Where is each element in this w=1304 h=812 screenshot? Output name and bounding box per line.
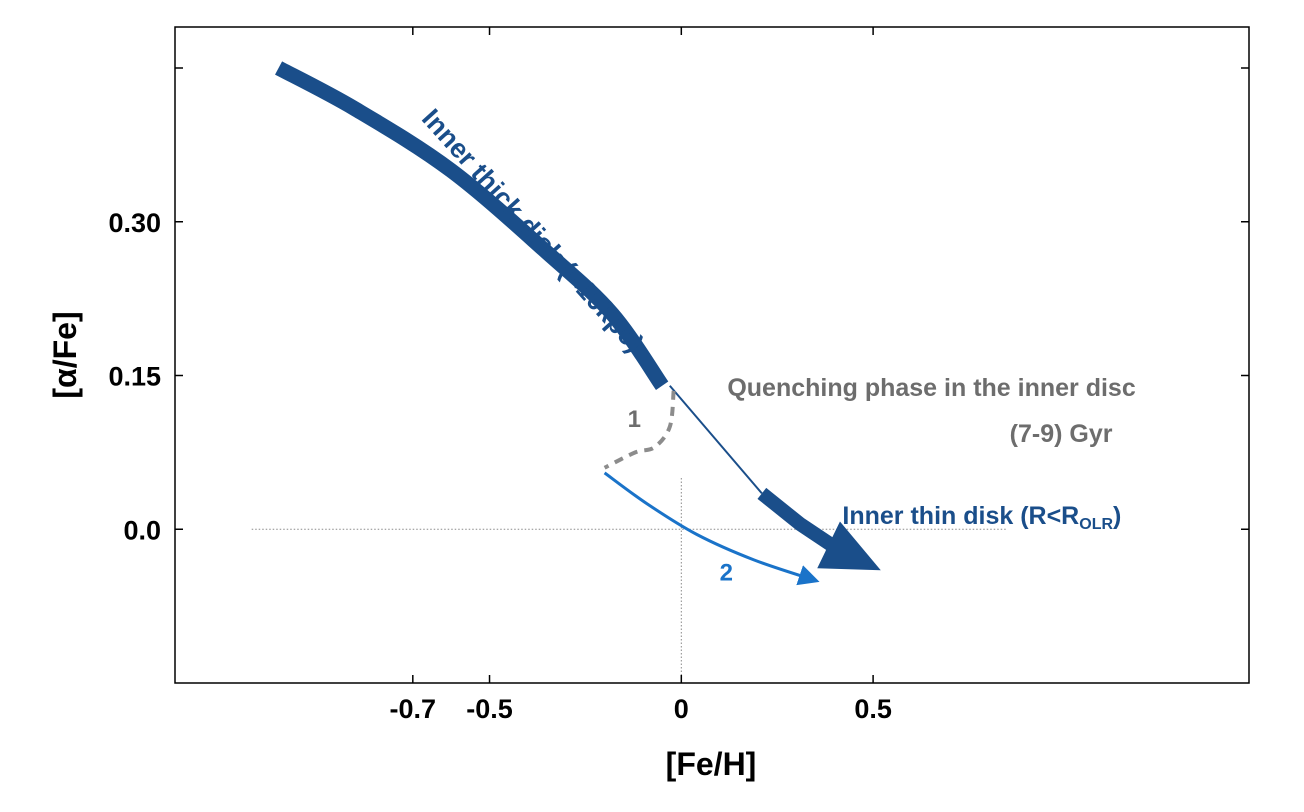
y-tick-label: 0.15: [108, 362, 161, 392]
y-ticks: 0.0 0.15 0.30: [108, 67, 1249, 545]
annotation-thick-disk: Inner thick disk (<10kpc): [416, 103, 650, 358]
series-thin-disk-arrow-body: [757, 487, 846, 557]
annotation-path-2: 2: [720, 560, 733, 587]
series-quenching-line: [669, 385, 763, 495]
y-tick-label: 0.0: [123, 515, 161, 545]
x-tick-label: -0.5: [466, 694, 513, 724]
series-thin-disk-arrow-head: [817, 521, 881, 571]
x-axis-label: [Fe/H]: [666, 746, 757, 782]
thin-disk-label-main: Inner thin disk (R<R: [842, 502, 1079, 530]
x-tick-label: 0.5: [854, 694, 892, 724]
plot-frame: [174, 26, 1250, 684]
x-ticks: -0.7 -0.5 0 0.5: [390, 27, 892, 724]
series-thick-disk-curve: [275, 61, 669, 391]
x-tick-label: -0.7: [390, 694, 437, 724]
annotation-quenching: Quenching phase in the inner disc: [727, 374, 1135, 402]
thin-disk-label-subscript: OLR: [1079, 516, 1113, 533]
thin-disk-label-close: ): [1113, 502, 1121, 530]
y-tick-label: 0.30: [108, 208, 161, 238]
x-tick-label: 0: [674, 694, 689, 724]
y-axis-label: [α/Fe]: [47, 311, 83, 398]
series-path-2-arrow: [603, 471, 820, 586]
annotation-thin-disk: Inner thin disk (R<ROLR): [842, 502, 1121, 533]
annotation-quenching-time: (7-9) Gyr: [1010, 420, 1113, 448]
annotation-path-1: 1: [628, 406, 641, 433]
